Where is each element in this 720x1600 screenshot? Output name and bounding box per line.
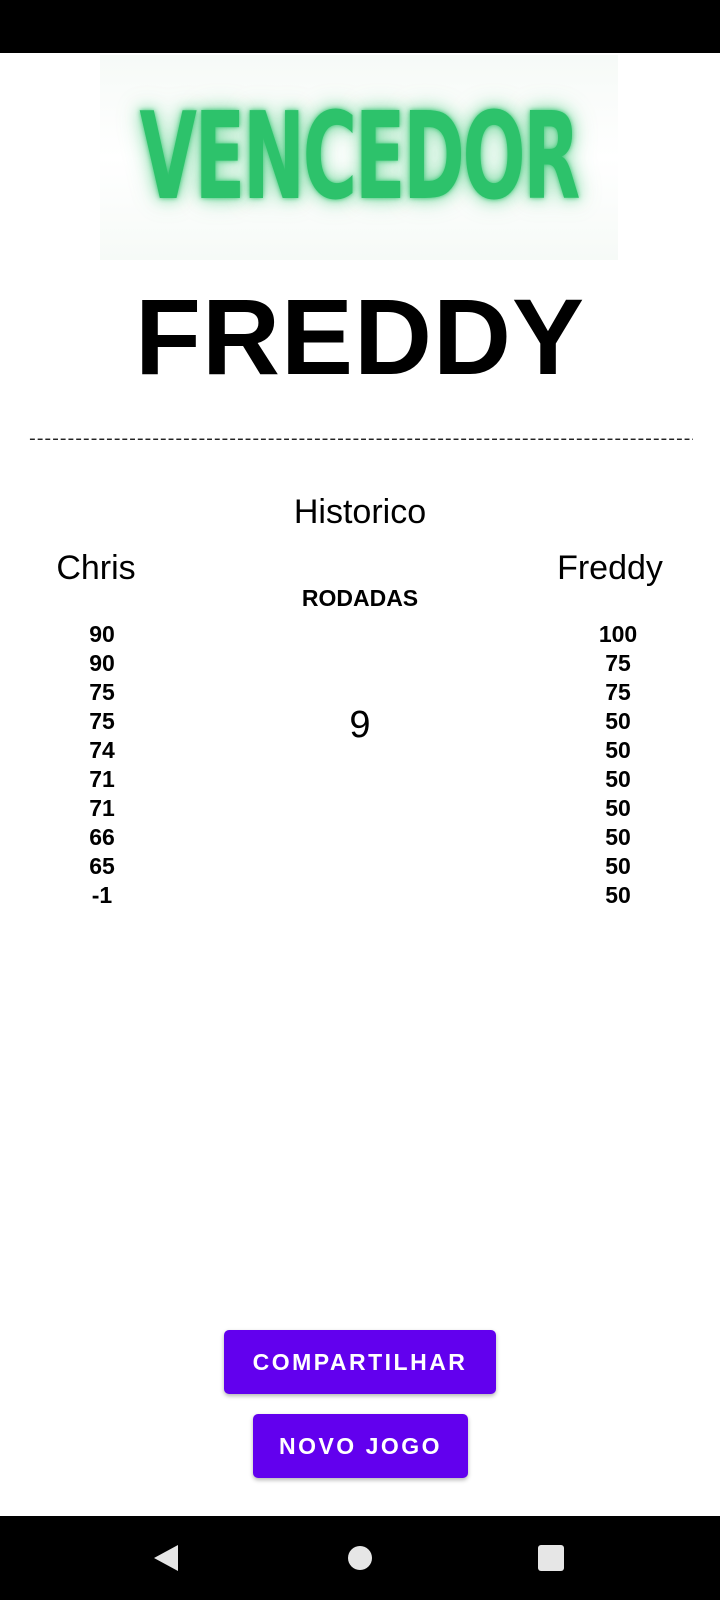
winner-banner-image: VENCEDOR <box>100 55 618 260</box>
score-item: 90 <box>89 621 115 647</box>
rounds-label: RODADAS <box>301 585 419 611</box>
status-bar <box>0 0 720 53</box>
score-item: 75 <box>605 679 631 705</box>
score-item: 50 <box>605 824 631 850</box>
score-item: -1 <box>91 882 113 908</box>
score-item: 71 <box>89 795 115 821</box>
share-button[interactable]: COMPARTILHAR <box>224 1330 496 1394</box>
score-item: 50 <box>605 853 631 879</box>
home-icon[interactable] <box>344 1542 376 1574</box>
player-name-left: Chris <box>56 549 136 587</box>
recents-icon[interactable] <box>535 1542 567 1574</box>
player-name-right: Freddy <box>557 549 663 587</box>
score-item: 74 <box>89 737 115 763</box>
score-item: 90 <box>89 650 115 676</box>
score-item: 50 <box>605 766 631 792</box>
new-game-button[interactable]: NOVO JOGO <box>253 1414 468 1478</box>
rounds-count: 9 <box>349 704 371 746</box>
winner-banner-text: VENCEDOR <box>139 87 581 227</box>
history-title: Historico <box>293 493 427 531</box>
score-item: 50 <box>605 737 631 763</box>
score-item: 50 <box>605 795 631 821</box>
score-item: 50 <box>605 882 631 908</box>
score-item: 75 <box>89 708 115 734</box>
score-item: 65 <box>89 853 115 879</box>
score-item: 75 <box>89 679 115 705</box>
score-item: 75 <box>605 650 631 676</box>
score-item: 71 <box>89 766 115 792</box>
score-item: 100 <box>598 621 638 647</box>
navigation-bar <box>0 1516 720 1600</box>
score-list-right: 100 75 75 50 50 50 50 50 50 50 <box>578 620 658 910</box>
score-list-left: 90 90 75 75 74 71 71 66 65 -1 <box>62 620 142 910</box>
divider: ----------------------------------------… <box>27 430 693 450</box>
winner-name: FREDDY <box>134 276 586 397</box>
back-icon[interactable] <box>150 1542 182 1574</box>
score-item: 66 <box>89 824 115 850</box>
score-item: 50 <box>605 708 631 734</box>
